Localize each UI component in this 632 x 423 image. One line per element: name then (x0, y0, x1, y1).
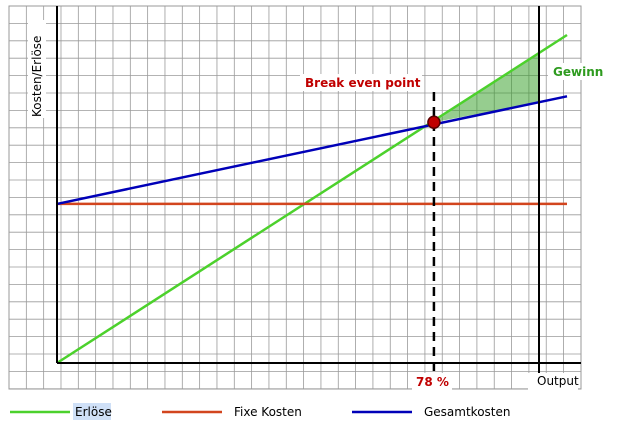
legend-highlight (73, 403, 111, 420)
legend-item-erloese: Erlöse (10, 403, 112, 420)
break-even-label-background (300, 74, 422, 91)
legend-item-gesamtkosten: Gesamtkosten (352, 405, 511, 419)
profit-label: Gewinn (553, 65, 603, 79)
legend-label-fixe-kosten: Fixe Kosten (234, 405, 302, 419)
profit-label-background (548, 63, 606, 80)
break-even-marker (427, 115, 441, 129)
y-axis-label: Kosten/Erlöse (30, 36, 44, 117)
legend: Erlöse Fixe Kosten Gesamtkosten (10, 403, 511, 420)
ylabel-background (28, 20, 46, 118)
legend-item-fixe-kosten: Fixe Kosten (162, 405, 302, 419)
break-even-label: Break even point (305, 76, 421, 90)
series-line-erloese (56, 33, 568, 365)
legend-label-erloese: Erlöse (75, 405, 112, 419)
series-lines (56, 33, 568, 365)
xlabel-background (528, 373, 578, 390)
percent-label: 78 % (416, 375, 449, 389)
x-axis-label: Output (537, 374, 579, 388)
legend-label-gesamtkosten: Gesamtkosten (424, 405, 511, 419)
series-line-gesamtkosten (56, 95, 568, 206)
grid (8, 5, 582, 390)
percent-label-background (412, 373, 452, 390)
